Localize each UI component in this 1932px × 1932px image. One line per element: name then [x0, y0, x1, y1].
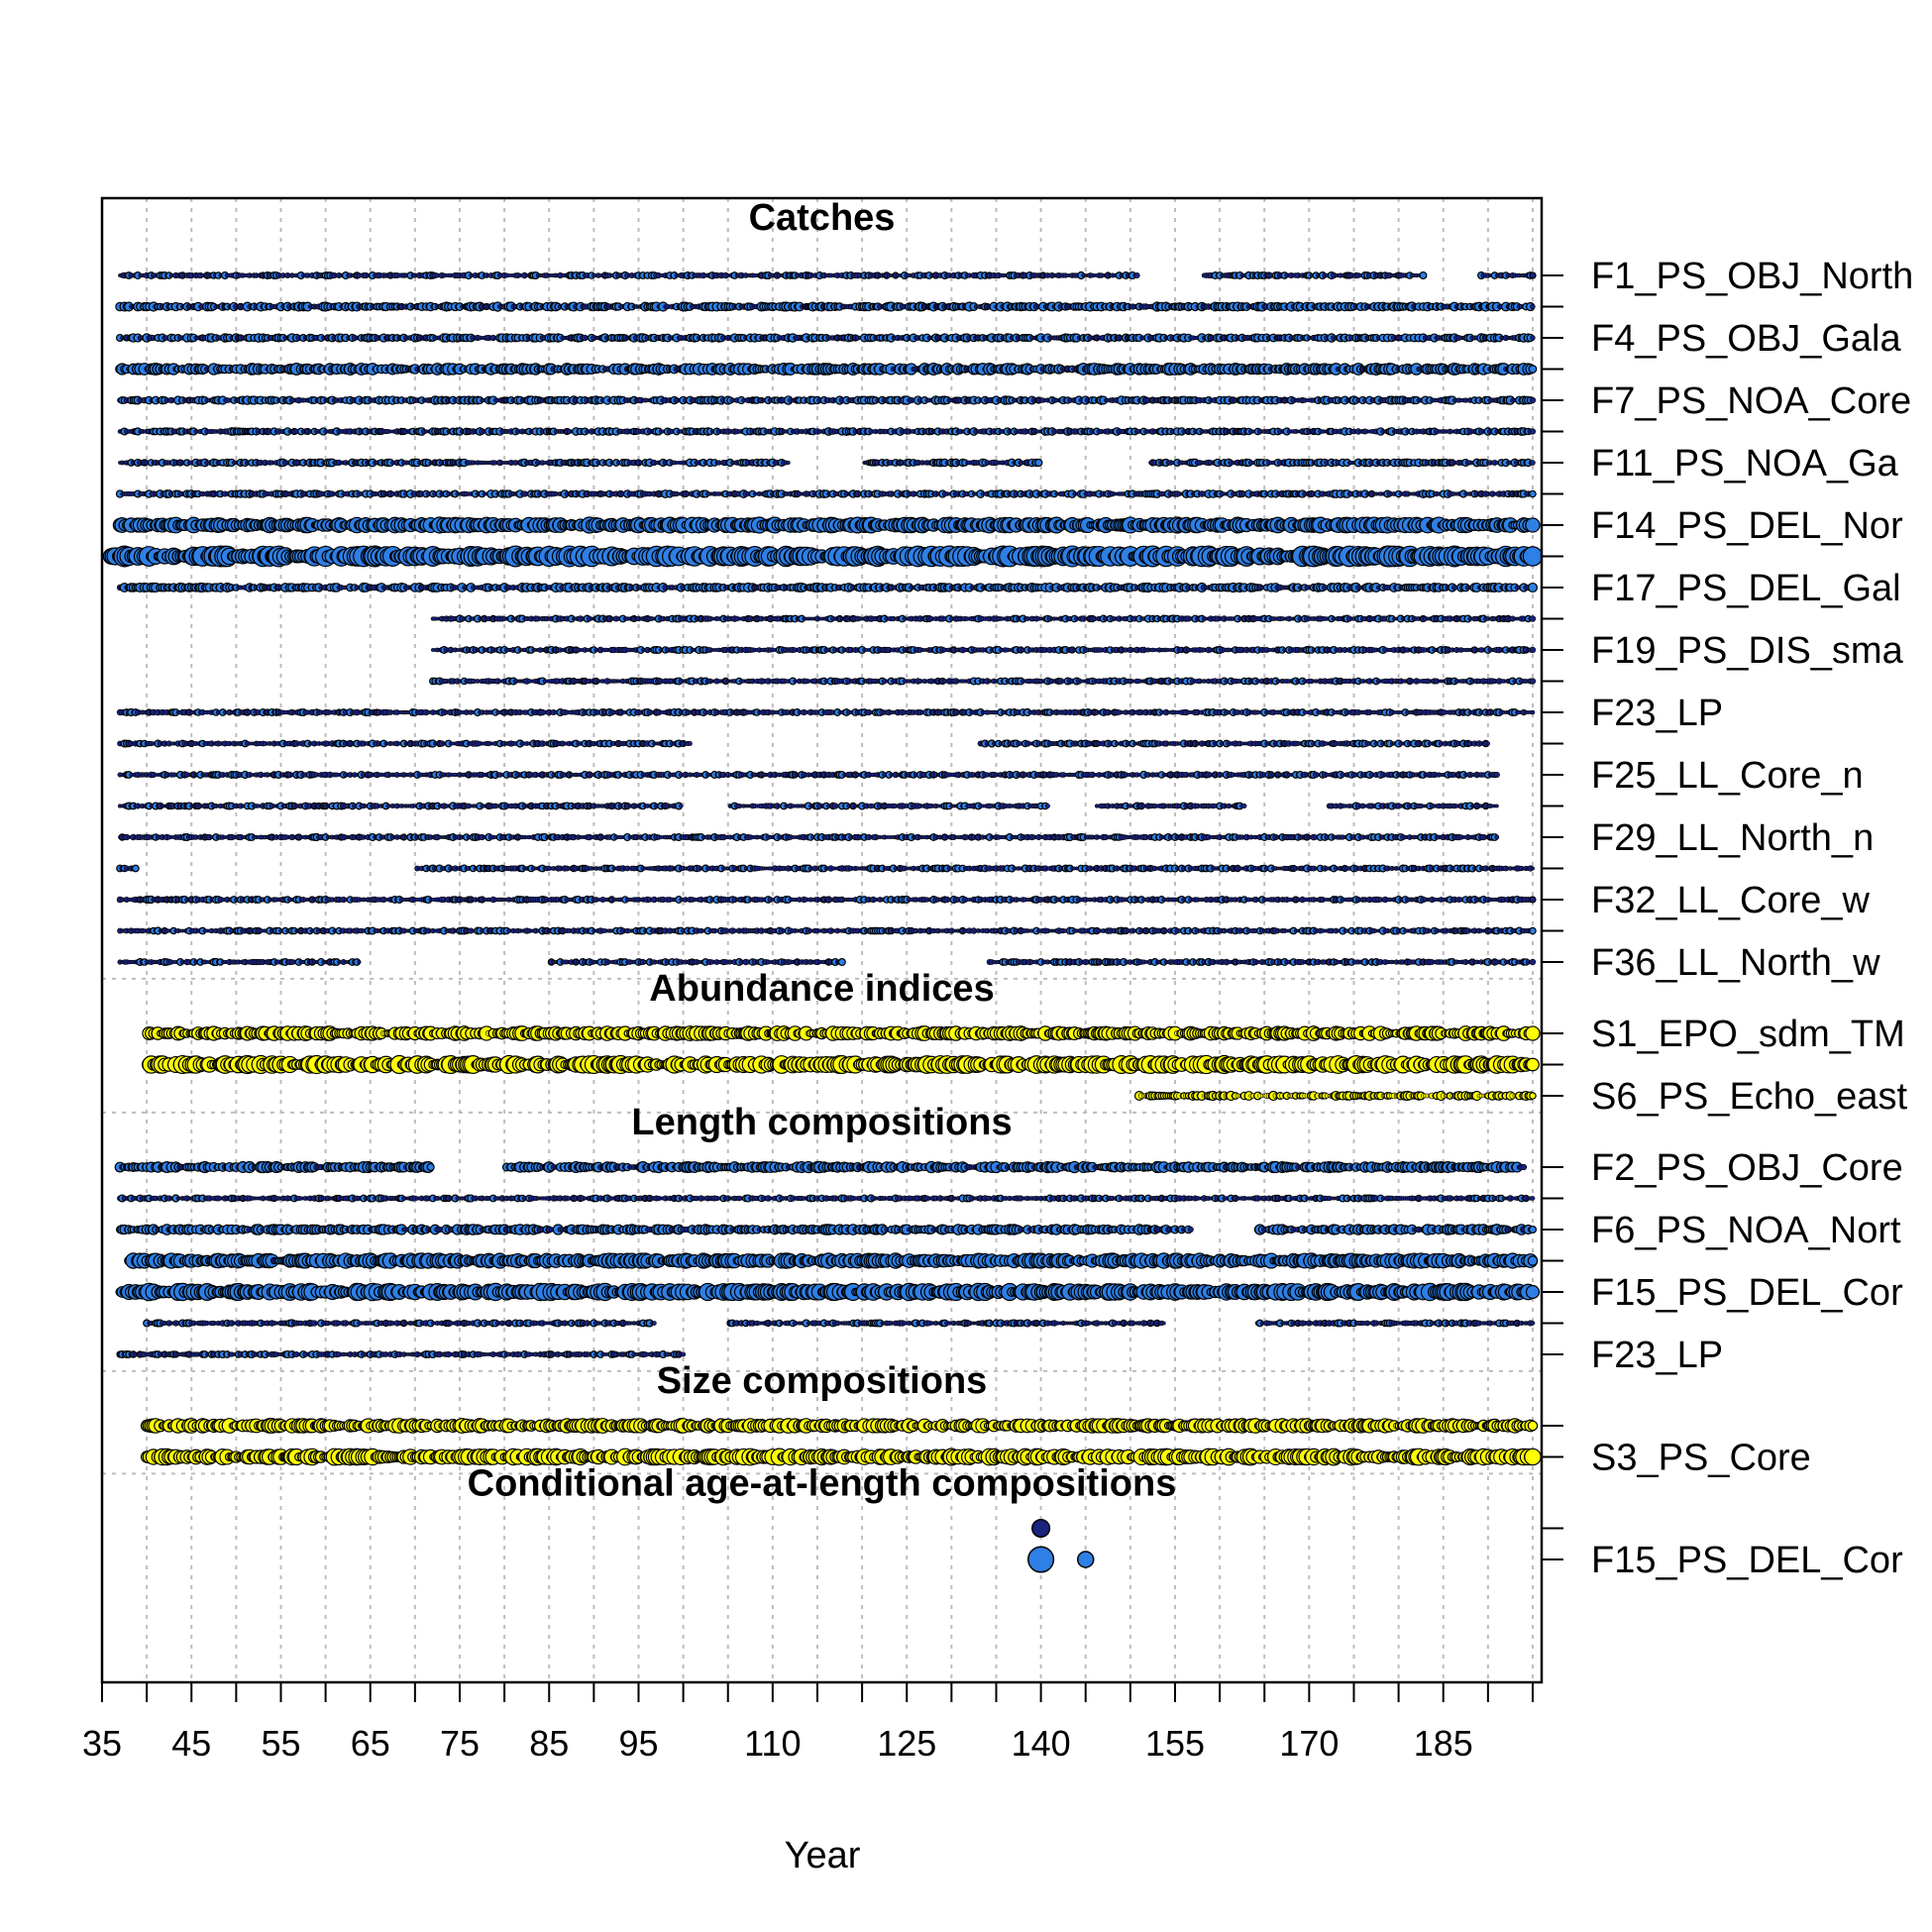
data-point	[1529, 271, 1537, 279]
data-point	[786, 460, 791, 466]
data-points	[102, 270, 1544, 1573]
data-point	[1529, 428, 1537, 435]
data-point	[1530, 303, 1536, 310]
data-point	[1530, 335, 1536, 341]
data-point	[1528, 365, 1538, 374]
data-point	[1529, 489, 1537, 498]
grid	[101, 198, 1542, 1682]
data-point	[1530, 460, 1536, 466]
data-point	[1034, 458, 1043, 468]
data-point	[1419, 270, 1428, 280]
data-point	[1133, 271, 1140, 279]
data-point	[1529, 396, 1537, 404]
